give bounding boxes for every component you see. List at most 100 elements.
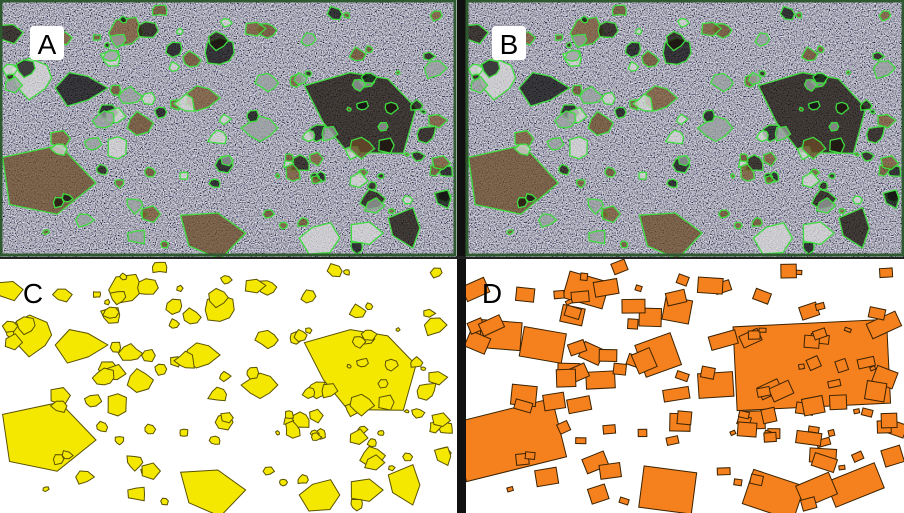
crystal-outline (636, 28, 642, 34)
crystal-box (535, 467, 559, 486)
crystal-outline (280, 222, 288, 229)
crystal-outline (760, 71, 766, 77)
crystal-box (576, 438, 586, 444)
crystal-outline (830, 138, 845, 153)
crystal-outline (347, 107, 351, 111)
crystal-box (628, 319, 639, 329)
crystal-box (829, 395, 846, 410)
crystal-outline (572, 85, 582, 95)
panel-label: B (500, 29, 519, 60)
crystal-box (599, 349, 617, 361)
crystal-box (796, 430, 822, 445)
crystal-outline (740, 154, 748, 162)
crystal-box (748, 331, 760, 339)
crystal-outline (396, 71, 400, 75)
crystal-box (764, 432, 777, 442)
crystal-box (864, 381, 886, 402)
crystal-outline (180, 172, 188, 179)
crystal-box (677, 411, 692, 425)
crystal-box (571, 291, 589, 303)
crystal-box (638, 429, 647, 436)
crystal-outline (853, 196, 863, 204)
crystal-polygon (286, 411, 294, 419)
crystal-outline (639, 172, 646, 179)
crystal-outline (796, 13, 802, 18)
crystal-box (828, 430, 835, 437)
crystal-outline (247, 110, 259, 122)
crystal-outline (703, 110, 714, 122)
crystal-box (750, 474, 764, 486)
panel-label: D (482, 278, 502, 309)
crystal-box (734, 479, 742, 486)
crystal-outline (306, 71, 312, 77)
crystal-polygon (209, 436, 220, 444)
crystal-polygon (93, 292, 100, 298)
figure: A B C D (0, 0, 904, 513)
crystal-outline (829, 123, 839, 131)
crystal-polygon (379, 395, 394, 410)
crystal-outline (847, 71, 851, 75)
crystal-polygon (161, 498, 169, 505)
crystal-outline (93, 35, 100, 41)
crystal-outline (108, 137, 126, 159)
crystal-outline (142, 93, 156, 105)
crystal-outline (128, 230, 145, 244)
crystal-outline (404, 153, 409, 156)
crystal-polygon (180, 429, 188, 436)
crystal-outline (403, 196, 413, 204)
crystal-polygon (306, 328, 312, 334)
crystal-box (556, 369, 576, 387)
crystal-polygon (280, 479, 288, 486)
crystal-box (781, 264, 797, 278)
crystal-outline (556, 35, 563, 41)
crystal-box (757, 386, 771, 397)
crystal-outline (602, 93, 615, 105)
crystal-outline (110, 85, 120, 95)
crystal-polygon (138, 279, 159, 295)
crystal-box (798, 364, 804, 369)
crystal-outline (589, 230, 605, 244)
crystal-outline (378, 174, 384, 179)
crystal-outline (870, 110, 875, 113)
crystal-outline (286, 154, 294, 162)
crystal-box (635, 285, 642, 292)
crystal-box (580, 273, 588, 281)
crystal-polygon (404, 410, 409, 413)
crystal-box (879, 268, 892, 278)
panel-label: C (23, 278, 43, 309)
crystal-outline (209, 179, 220, 187)
crystal-polygon (105, 299, 110, 304)
crystal-outline (421, 110, 426, 113)
crystal-outline (829, 174, 835, 179)
crystal-box (854, 409, 860, 414)
crystal-polygon (108, 394, 126, 416)
crystal-box (697, 277, 723, 294)
crystal-box (839, 465, 845, 470)
crystal-box (759, 328, 766, 332)
crystal-polygon (110, 342, 120, 352)
crystal-polygon (152, 262, 166, 272)
crystal-box (603, 425, 616, 434)
crystal-box (639, 466, 697, 513)
crystal-polygon (347, 364, 351, 368)
crystal-outline (161, 241, 169, 248)
crystal-outline (799, 107, 803, 111)
crystal-outline (155, 107, 167, 118)
crystal-outline (105, 42, 110, 47)
panel-label: A (38, 29, 57, 60)
crystal-box (622, 299, 645, 313)
crystal-outline (598, 22, 618, 38)
crystal-outline (731, 174, 735, 178)
crystal-box (543, 392, 566, 411)
crystal-polygon (421, 367, 426, 370)
crystal-outline (177, 28, 183, 34)
crystal-outline (152, 5, 166, 15)
crystal-box (737, 422, 757, 437)
crystal-box (700, 366, 715, 379)
crystal-outline (567, 42, 572, 47)
crystal-box (881, 413, 897, 428)
crystal-box (801, 395, 825, 415)
panel-a (0, 0, 456, 259)
crystal-polygon (378, 380, 388, 388)
crystal-outline (570, 137, 588, 159)
